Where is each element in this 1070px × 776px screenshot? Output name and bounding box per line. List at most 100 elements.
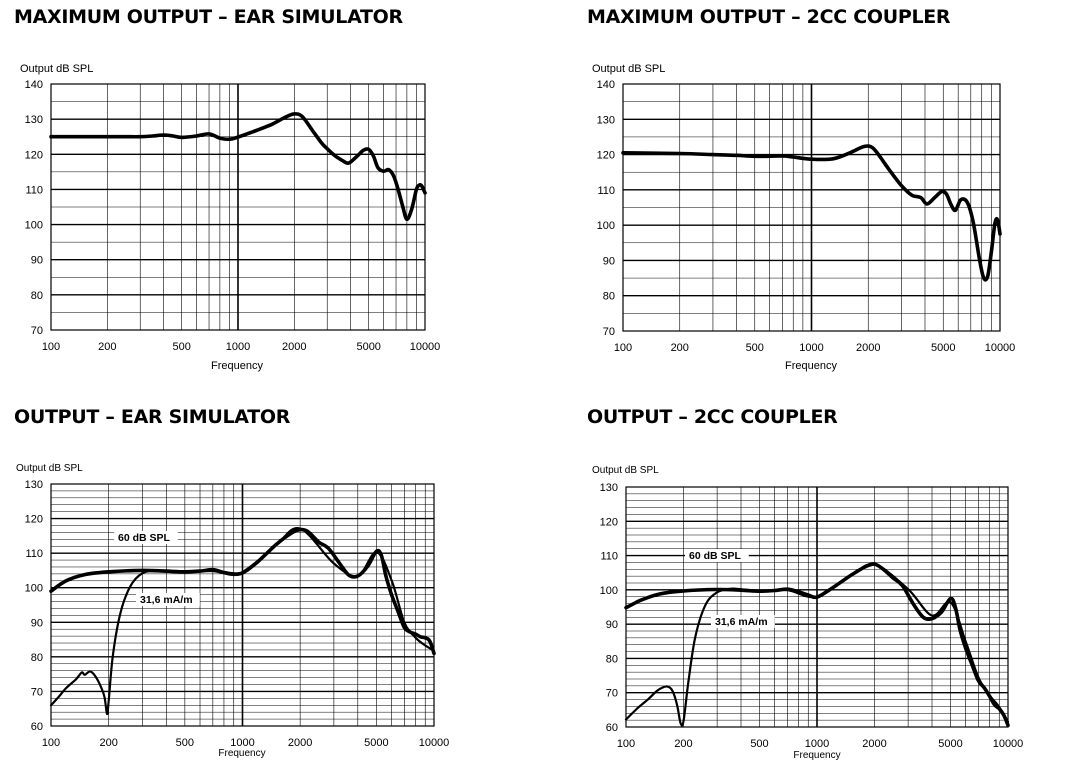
x-tick-label: 2000	[862, 738, 886, 750]
y-tick-label: 60	[31, 721, 43, 733]
x-tick-label: 100	[617, 738, 635, 750]
y-tick-label: 120	[600, 516, 618, 528]
x-tick-label: 5000	[931, 342, 955, 354]
x-tick-label: 100	[614, 342, 632, 354]
plot-frame	[50, 83, 426, 331]
x-tick-label: 5000	[356, 341, 380, 353]
x-tick-label: 10000	[993, 738, 1024, 750]
annotation-bg	[136, 593, 200, 606]
x-tick-label: 5000	[364, 737, 388, 749]
x-tick-label: 2000	[856, 342, 880, 354]
grid-vertical	[108, 484, 426, 726]
x-tick-label: 100	[42, 341, 60, 353]
y-tick-label: 120	[25, 149, 43, 161]
x-tick-label: 5000	[938, 738, 962, 750]
y-tick-label: 130	[25, 479, 43, 491]
x-axis-label: Frequency	[218, 748, 265, 759]
x-tick-label: 200	[99, 737, 117, 749]
chart-panel-output-2cc: OUTPUT – 2CC COUPLER 60 70 80 90 100 110 120 13…	[535, 388, 1070, 776]
y-tick-label: 140	[25, 79, 43, 91]
y-axis-label: Output dB SPL	[16, 463, 83, 474]
y-tick-label: 90	[603, 255, 615, 267]
chart-title: MAXIMUM OUTPUT – 2CC COUPLER	[587, 6, 951, 28]
y-tick-label: 100	[600, 585, 618, 597]
x-tick-label: 2000	[288, 737, 312, 749]
y-tick-label: 70	[606, 688, 618, 700]
x-tick-label: 10000	[410, 341, 441, 353]
y-tick-label: 100	[597, 220, 615, 232]
y-tick-label: 90	[31, 617, 43, 629]
line-chart: 60 70 80 90 100 110 120 130 100 200 500 1000 2000 500…	[16, 463, 450, 759]
grid-horizontal	[623, 101, 1000, 314]
line-chart: 70 80 90 100 110 120 130 140 100 200 500 1000 2000 50…	[20, 63, 441, 372]
y-tick-label: 70	[31, 325, 43, 337]
y-axis-label: Output dB SPL	[592, 63, 665, 75]
chart-panel-max-output-2cc: MAXIMUM OUTPUT – 2CC COUPLER 70 80 90 100 11…	[535, 0, 1070, 388]
annotation-label: 31,6 mA/m	[140, 594, 193, 606]
series-line	[624, 563, 1010, 727]
grid-vertical	[683, 487, 1000, 727]
chart-title: OUTPUT – EAR SIMULATOR	[14, 406, 291, 428]
y-tick-label: 70	[603, 326, 615, 338]
x-tick-label: 1000	[805, 738, 829, 750]
y-axis-label: Output dB SPL	[20, 63, 93, 75]
y-tick-label: 80	[31, 290, 43, 302]
x-tick-label: 200	[671, 342, 689, 354]
x-tick-label: 10000	[985, 342, 1016, 354]
series-line	[49, 527, 436, 716]
annotation-label: 60 dB SPL	[689, 550, 742, 562]
x-tick-label: 1000	[226, 341, 250, 353]
y-tick-label: 100	[25, 583, 43, 595]
chart-panel-output-ear: OUTPUT – EAR SIMULATOR 60 70 80 90 100 110 120…	[0, 388, 535, 776]
series-line	[49, 112, 427, 222]
x-tick-label: 500	[173, 341, 191, 353]
x-tick-label: 500	[750, 738, 768, 750]
annotation-label: 31,6 mA/m	[715, 616, 768, 628]
grid-horizontal	[626, 493, 1008, 721]
x-axis-label: Frequency	[211, 360, 263, 372]
y-tick-label: 130	[600, 482, 618, 494]
y-tick-label: 110	[600, 551, 618, 563]
y-tick-label: 100	[25, 220, 43, 232]
x-tick-label: 100	[42, 737, 60, 749]
x-tick-label: 10000	[419, 737, 450, 749]
plot-frame	[50, 483, 435, 727]
x-axis-label: Frequency	[793, 750, 840, 761]
y-tick-label: 110	[25, 548, 43, 560]
x-tick-label: 200	[98, 341, 116, 353]
y-tick-label: 80	[603, 291, 615, 303]
y-tick-label: 60	[606, 722, 618, 734]
x-tick-label: 200	[674, 738, 692, 750]
y-tick-label: 90	[606, 619, 618, 631]
y-tick-label: 90	[31, 255, 43, 267]
line-chart: 60 70 80 90 100 110 120 130 100 200 500 1000 2000 500…	[592, 465, 1024, 761]
y-axis-label: Output dB SPL	[592, 465, 659, 476]
y-tick-label: 80	[31, 652, 43, 664]
x-tick-label: 500	[176, 737, 194, 749]
x-axis-label: Frequency	[785, 360, 837, 372]
plot-frame	[622, 83, 1001, 332]
line-chart: 70 80 90 100 110 120 130 140 100 200 500 1000 2000 50…	[592, 63, 1016, 372]
annotation-bg	[685, 549, 749, 562]
grid-horizontal	[51, 490, 434, 720]
annotation-label: 60 dB SPL	[118, 532, 171, 544]
y-tick-label: 120	[597, 150, 615, 162]
series-line	[621, 144, 1002, 282]
y-tick-label: 130	[25, 114, 43, 126]
y-tick-label: 80	[606, 653, 618, 665]
x-tick-label: 1000	[799, 342, 823, 354]
chart-panel-max-output-ear: MAXIMUM OUTPUT – EAR SIMULATOR 70 80 90 100…	[0, 0, 535, 388]
x-tick-label: 2000	[282, 341, 306, 353]
chart-title: OUTPUT – 2CC COUPLER	[587, 406, 838, 428]
annotation-bg	[114, 531, 178, 544]
y-tick-label: 130	[597, 114, 615, 126]
x-tick-label: 500	[746, 342, 764, 354]
y-tick-label: 120	[25, 514, 43, 526]
y-tick-label: 110	[597, 185, 615, 197]
y-tick-label: 70	[31, 686, 43, 698]
annotation-bg	[711, 615, 775, 628]
x-tick-label: 1000	[230, 737, 254, 749]
y-tick-label: 110	[25, 184, 43, 196]
chart-title: MAXIMUM OUTPUT – EAR SIMULATOR	[14, 6, 403, 28]
y-tick-label: 140	[597, 79, 615, 91]
